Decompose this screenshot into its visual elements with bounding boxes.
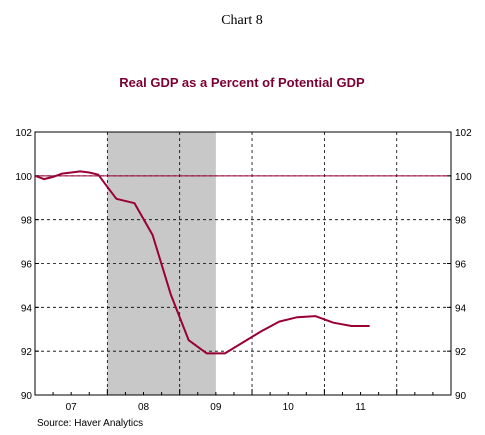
y-tick-label-right: 98 — [455, 216, 467, 227]
y-tick-label-right: 90 — [455, 391, 467, 402]
y-tick-label-left: 90 — [21, 391, 33, 402]
y-tick-label-left: 102 — [15, 128, 32, 139]
y-tick-label-right: 100 — [455, 172, 472, 183]
series-line — [34, 170, 370, 355]
chart-header: Chart 8 — [221, 13, 263, 28]
y-tick-label-left: 94 — [21, 303, 33, 314]
plot-area: 90 90 92 92 94 94 96 96 98 98 100 100 102 102 07 08 09 10… — [15, 128, 472, 413]
x-tick-label: 07 — [66, 402, 78, 413]
x-tick-label: 08 — [138, 402, 150, 413]
x-tick-label: 09 — [210, 402, 222, 413]
x-tick-label: 11 — [355, 402, 366, 413]
y-tick-label-left: 96 — [21, 260, 33, 271]
y-tick-label-left: 98 — [21, 216, 33, 227]
y-tick-label-right: 96 — [455, 260, 467, 271]
x-tick-label: 10 — [283, 402, 295, 413]
source-note: Source: Haver Analytics — [37, 418, 143, 429]
y-tick-label-right: 102 — [455, 128, 472, 139]
chart-title: Real GDP as a Percent of Potential GDP — [119, 75, 365, 90]
y-tick-label-right: 92 — [455, 347, 467, 358]
y-tick-label-left: 100 — [15, 172, 32, 183]
y-tick-label-left: 92 — [21, 347, 33, 358]
y-tick-label-right: 94 — [455, 303, 467, 314]
